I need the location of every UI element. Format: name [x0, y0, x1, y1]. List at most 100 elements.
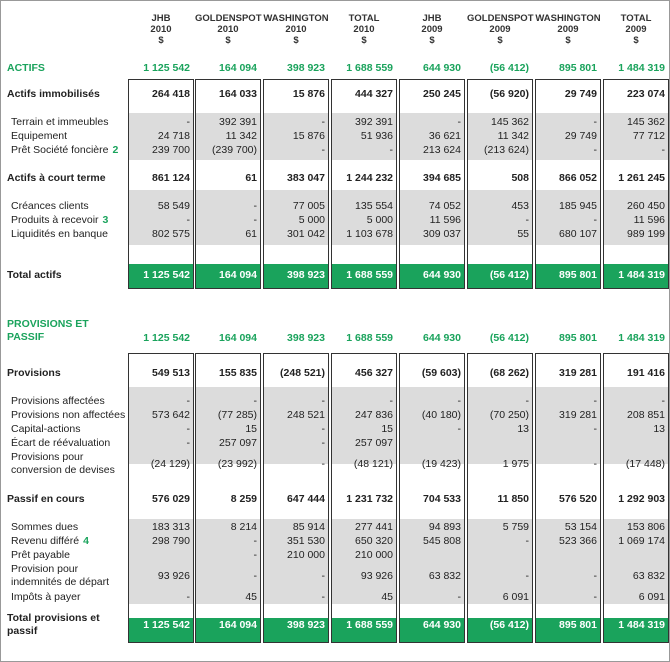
value-cell: 1 484 319: [618, 332, 665, 344]
value-cell: (17 448): [625, 458, 665, 470]
value-cell: -: [593, 144, 598, 156]
value-cell: 644 930: [423, 62, 461, 74]
row-label: Provisions pour conversion de devises: [11, 451, 129, 477]
row-label: Provisions non affectées: [11, 409, 125, 421]
value-cell: 1 484 319: [618, 269, 665, 281]
column-name: TOTAL: [620, 13, 652, 24]
value-cell: 680 107: [559, 228, 597, 240]
shaded-band: [264, 190, 328, 245]
shaded-band: [604, 190, 668, 245]
value-cell: 223 074: [627, 88, 665, 100]
value-cell: (24 129): [150, 458, 190, 470]
column-currency: $: [225, 35, 231, 46]
value-cell: 257 097: [219, 437, 257, 449]
note-ref: 2: [112, 144, 119, 156]
row-label-text: Actifs immobilisés: [7, 88, 100, 100]
value-cell: 250 245: [423, 88, 461, 100]
value-cell: -: [253, 200, 258, 212]
row-label-text: Prêt payable: [11, 549, 70, 561]
value-cell: 508: [511, 172, 529, 184]
row-label-text: Equipement: [11, 130, 68, 142]
value-cell: 93 926: [360, 570, 393, 582]
column-name: GOLDENSPOT: [195, 13, 262, 24]
shaded-band: [468, 387, 532, 464]
value-cell: 398 923: [287, 332, 325, 344]
value-cell: 164 033: [219, 88, 257, 100]
row-label: Provision pour indemnités de départ: [11, 563, 129, 589]
value-cell: -: [321, 591, 326, 603]
value-cell: 351 530: [287, 535, 325, 547]
column-currency: $: [497, 35, 503, 46]
row-label-text: Liquidités en banque: [11, 228, 108, 240]
column-header: GOLDENSPOT 2010 $: [195, 13, 262, 46]
value-cell: 895 801: [559, 619, 597, 631]
row-label: Capital-actions: [11, 423, 80, 435]
total-bar: [264, 264, 328, 288]
value-cell: 29 749: [564, 88, 597, 100]
value-cell: -: [593, 214, 598, 226]
value-cell: 644 930: [423, 619, 461, 631]
value-cell: 15 876: [292, 88, 325, 100]
shaded-band: [400, 190, 464, 245]
value-cell: 1 688 559: [346, 619, 393, 631]
value-cell: 11 596: [633, 214, 665, 226]
column-name: JHB: [151, 13, 171, 24]
value-cell: -: [186, 591, 191, 603]
row-label: PROVISIONS ET PASSIF: [7, 318, 107, 344]
value-cell: -: [525, 535, 530, 547]
value-cell: 13: [517, 423, 529, 435]
column-box: [331, 353, 397, 643]
total-bar: [536, 264, 600, 288]
value-cell: 6 091: [502, 591, 529, 603]
value-cell: (239 700): [212, 144, 257, 156]
row-label-text: Passif en cours: [7, 493, 85, 505]
shaded-band: [400, 113, 464, 160]
value-cell: 13: [653, 423, 665, 435]
value-cell: (56 412): [489, 269, 529, 281]
row-label: Terrain et immeubles: [11, 116, 108, 128]
value-cell: -: [253, 214, 258, 226]
value-cell: (56 412): [489, 332, 529, 344]
column-year: 2009: [489, 24, 511, 35]
shaded-band: [332, 387, 396, 464]
row-label-text: Provisions non affectées: [11, 409, 126, 421]
row-label-text: Terrain et immeubles: [11, 116, 109, 128]
value-cell: 5 759: [502, 521, 529, 533]
value-cell: -: [321, 144, 326, 156]
total-bar: [264, 618, 328, 642]
value-cell: (248 521): [280, 367, 325, 379]
value-cell: 895 801: [559, 62, 597, 74]
value-cell: 6 091: [638, 591, 665, 603]
column-header: JHB 2009 $: [399, 13, 465, 46]
shaded-band: [536, 387, 600, 464]
column-box: [195, 79, 261, 289]
column-currency: $: [633, 35, 639, 46]
value-cell: -: [593, 116, 598, 128]
shaded-band: [264, 387, 328, 464]
column-header: GOLDENSPOT 2009 $: [467, 13, 534, 46]
value-cell: 383 047: [287, 172, 325, 184]
value-cell: (68 262): [489, 367, 529, 379]
value-cell: -: [321, 570, 326, 582]
shaded-band: [129, 113, 193, 160]
row-label: Revenu différé 4: [11, 535, 89, 547]
total-bar: [468, 618, 532, 642]
shaded-band: [400, 387, 464, 464]
value-cell: 301 042: [287, 228, 325, 240]
value-cell: 1 125 542: [143, 62, 190, 74]
column-box: [467, 79, 533, 289]
value-cell: 51 936: [360, 130, 393, 142]
shaded-band: [604, 519, 668, 604]
total-bar: [129, 618, 193, 642]
value-cell: -: [593, 395, 598, 407]
value-cell: 164 094: [219, 332, 257, 344]
value-cell: 260 450: [627, 200, 665, 212]
total-bar: [332, 264, 396, 288]
column-header: JHB 2010 $: [128, 13, 194, 46]
value-cell: 164 094: [219, 269, 257, 281]
value-cell: 5 000: [298, 214, 325, 226]
value-cell: 93 926: [157, 570, 190, 582]
value-cell: -: [186, 116, 191, 128]
column-year: 2009: [625, 24, 647, 35]
value-cell: 185 945: [559, 200, 597, 212]
